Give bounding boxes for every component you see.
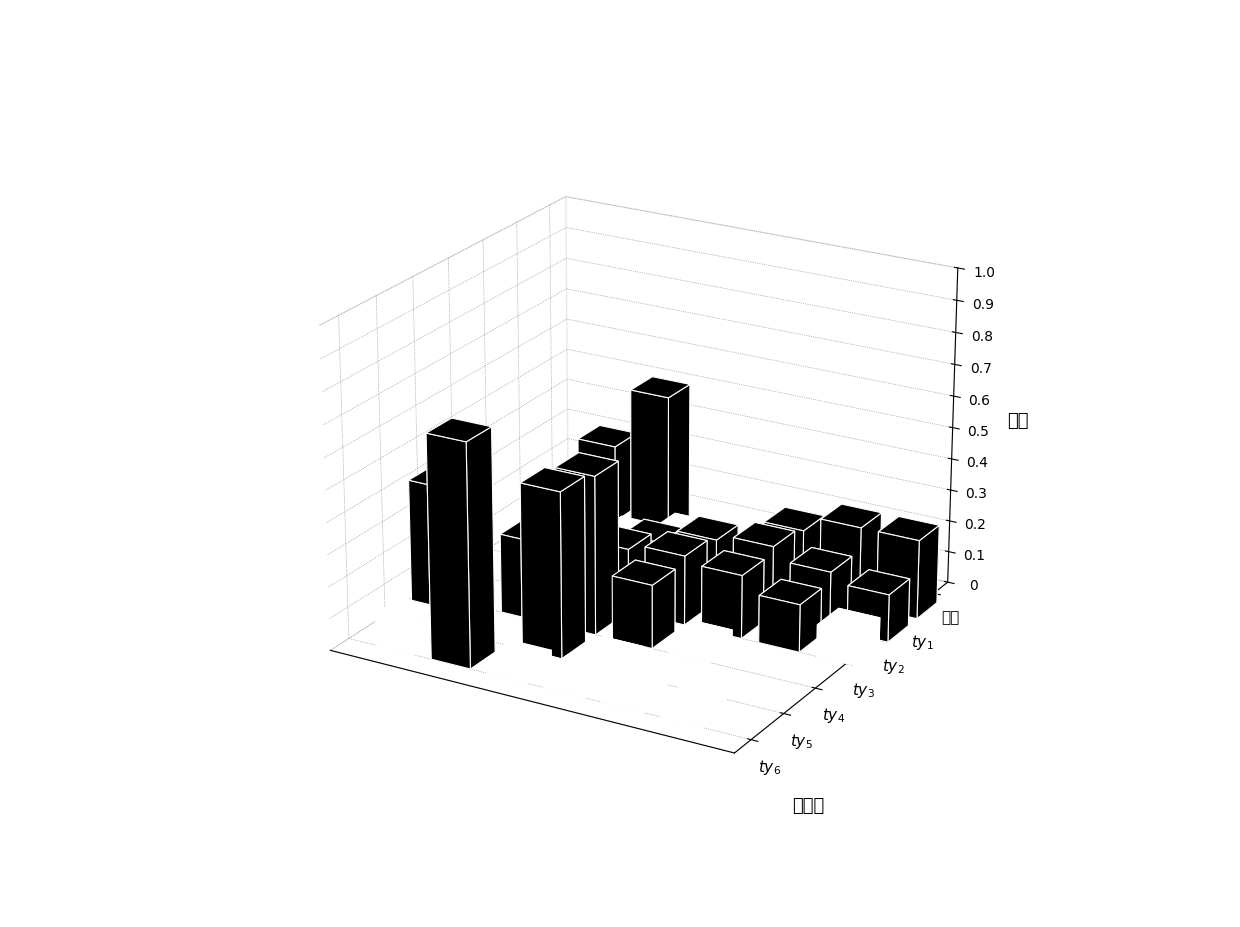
- Text: 目的地: 目的地: [792, 796, 825, 815]
